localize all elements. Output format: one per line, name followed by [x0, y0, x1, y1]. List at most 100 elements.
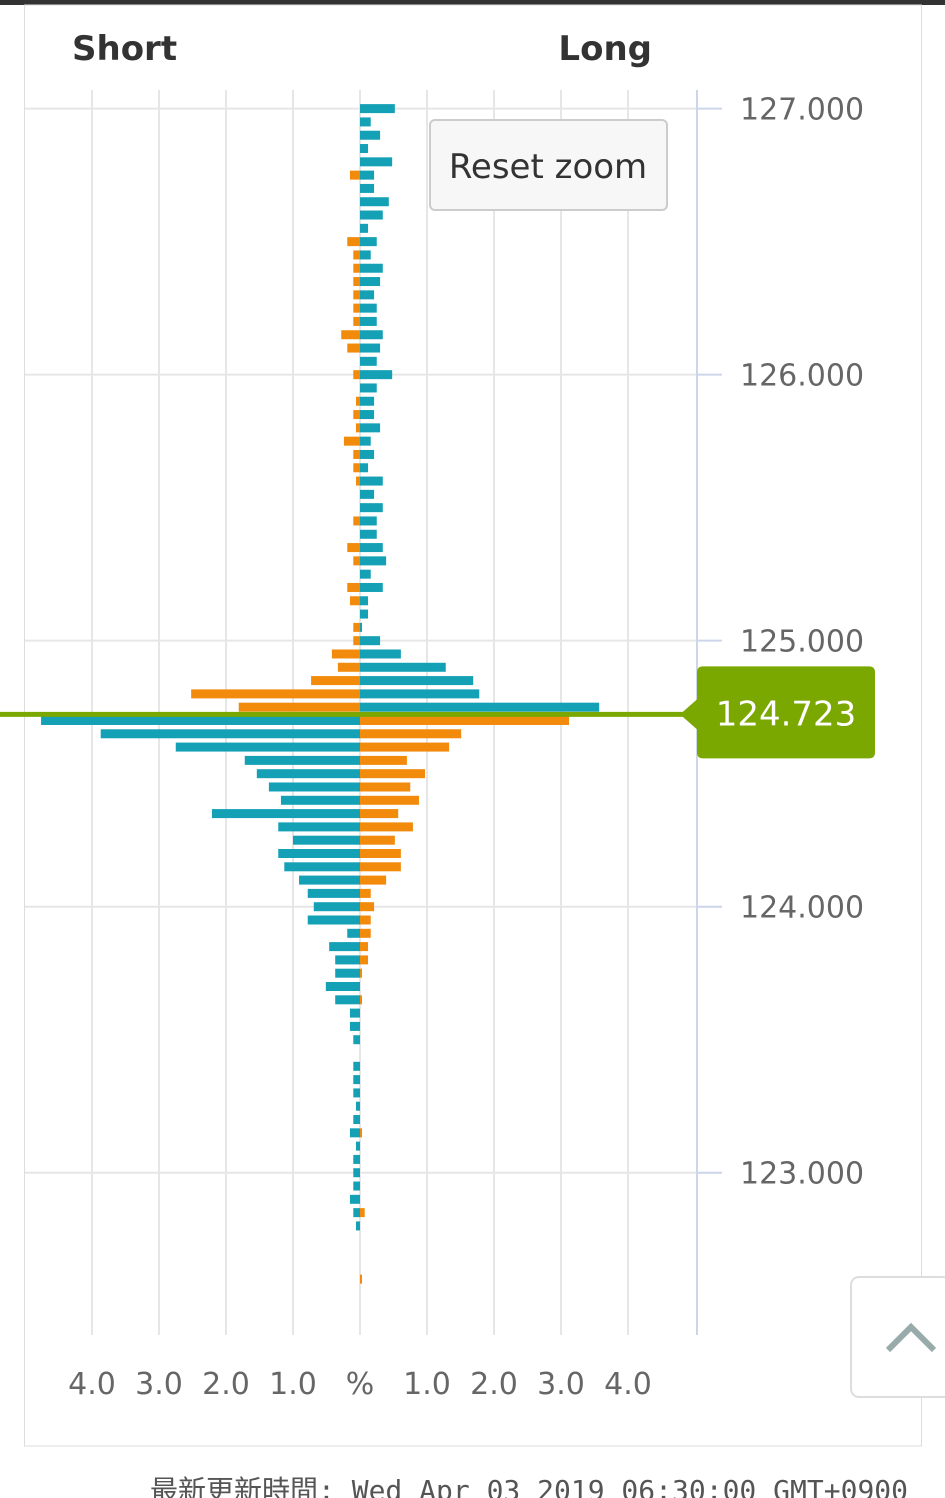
long-bar [360, 902, 375, 912]
long-bar [360, 516, 377, 526]
short-bar [353, 622, 360, 632]
button-background[interactable] [429, 119, 668, 211]
short-bar [293, 835, 360, 845]
long-bar [360, 303, 377, 313]
long-bar [360, 343, 381, 353]
long-bar [360, 968, 363, 978]
long-bar [360, 383, 377, 393]
short-bar [353, 1061, 360, 1071]
short-bar [353, 1115, 360, 1125]
long-bar [360, 875, 387, 885]
long-bar [360, 622, 363, 632]
short-bar [353, 370, 360, 380]
long-bar [360, 569, 371, 579]
long-bar [360, 489, 375, 499]
long-bar [360, 715, 570, 725]
long-bar [360, 290, 375, 300]
long-bar [360, 436, 371, 446]
short-bar [311, 676, 360, 686]
x-tick-label: 1.0 [269, 1367, 317, 1402]
short-bar [353, 463, 360, 473]
y-tick-label: 127.000 [740, 93, 864, 128]
scroll-top-button[interactable] [850, 1276, 945, 1398]
x-tick-label: 4.0 [604, 1367, 652, 1402]
short-bar [349, 1128, 360, 1138]
long-bar [360, 529, 377, 539]
long-bar [360, 543, 383, 553]
long-bar [360, 769, 425, 779]
short-bar [268, 782, 360, 792]
short-bar [331, 649, 360, 659]
long-bar [360, 915, 371, 925]
long-bar [360, 250, 371, 260]
short-bar [353, 556, 360, 566]
short-bar [349, 1021, 360, 1031]
x-tick-label: 2.0 [470, 1367, 518, 1402]
long-bar [360, 370, 393, 380]
x-tick-label: 2.0 [202, 1367, 250, 1402]
chevron-icon[interactable] [885, 1322, 937, 1353]
long-bar [360, 755, 407, 765]
long-bar [360, 316, 377, 326]
short-bar [355, 423, 360, 433]
short-bar [211, 809, 360, 819]
x-tick-label: % [346, 1367, 375, 1402]
long-bar [360, 356, 377, 366]
short-bar [353, 263, 360, 273]
top-bar [0, 0, 945, 5]
long-bar [360, 210, 383, 220]
y-tick-label: 124.000 [740, 891, 864, 926]
short-bar [353, 1088, 360, 1098]
short-bar [353, 1181, 360, 1191]
short-bar [353, 1208, 360, 1218]
long-bar [360, 955, 369, 965]
long-bar [360, 795, 419, 805]
short-bar [355, 476, 360, 486]
short-bar [41, 715, 360, 725]
long-bar [360, 197, 389, 207]
x-tick-label: 4.0 [68, 1367, 116, 1402]
long-bar [360, 117, 371, 127]
short-bar [343, 436, 360, 446]
short-bar [353, 1168, 360, 1178]
long-bar [360, 130, 381, 140]
reset-zoom-button[interactable]: Reset zoom [429, 119, 668, 211]
short-bar [278, 822, 360, 832]
footer: 最新更新時間: Wed Apr 03 2019 06:30:00 GMT+090… [150, 1474, 908, 1498]
short-bar [355, 396, 360, 406]
short-bar [353, 290, 360, 300]
short-bar [355, 1221, 360, 1231]
short-bar [353, 250, 360, 260]
long-bar [360, 689, 480, 699]
short-bar [353, 1035, 360, 1045]
button-label[interactable]: Reset zoom [449, 147, 647, 187]
long-bar [360, 649, 401, 659]
long-bar [360, 104, 395, 114]
short-bar [347, 928, 360, 938]
short-bar [335, 955, 360, 965]
long-bar [360, 729, 462, 739]
current-price-label: 124.723 [716, 694, 857, 734]
long-bar [360, 848, 401, 858]
short-bar [284, 862, 360, 872]
long-bar [360, 144, 369, 154]
long-bar [360, 1128, 363, 1138]
x-tick-label: 3.0 [537, 1367, 585, 1402]
long-bar [360, 330, 383, 340]
short-bar [347, 543, 360, 553]
short-bar [353, 449, 360, 459]
long-bar [360, 702, 600, 712]
long-bar [360, 609, 369, 619]
short-bar [349, 1008, 360, 1018]
short-bar [256, 769, 360, 779]
long-bar [360, 809, 399, 819]
short-bar [349, 1194, 360, 1204]
long-bar [360, 888, 371, 898]
short-bar [353, 277, 360, 287]
short-bar [329, 942, 360, 952]
short-bar [244, 755, 360, 765]
long-bar [360, 835, 395, 845]
x-tick-label: 1.0 [403, 1367, 451, 1402]
short-bar [353, 410, 360, 420]
